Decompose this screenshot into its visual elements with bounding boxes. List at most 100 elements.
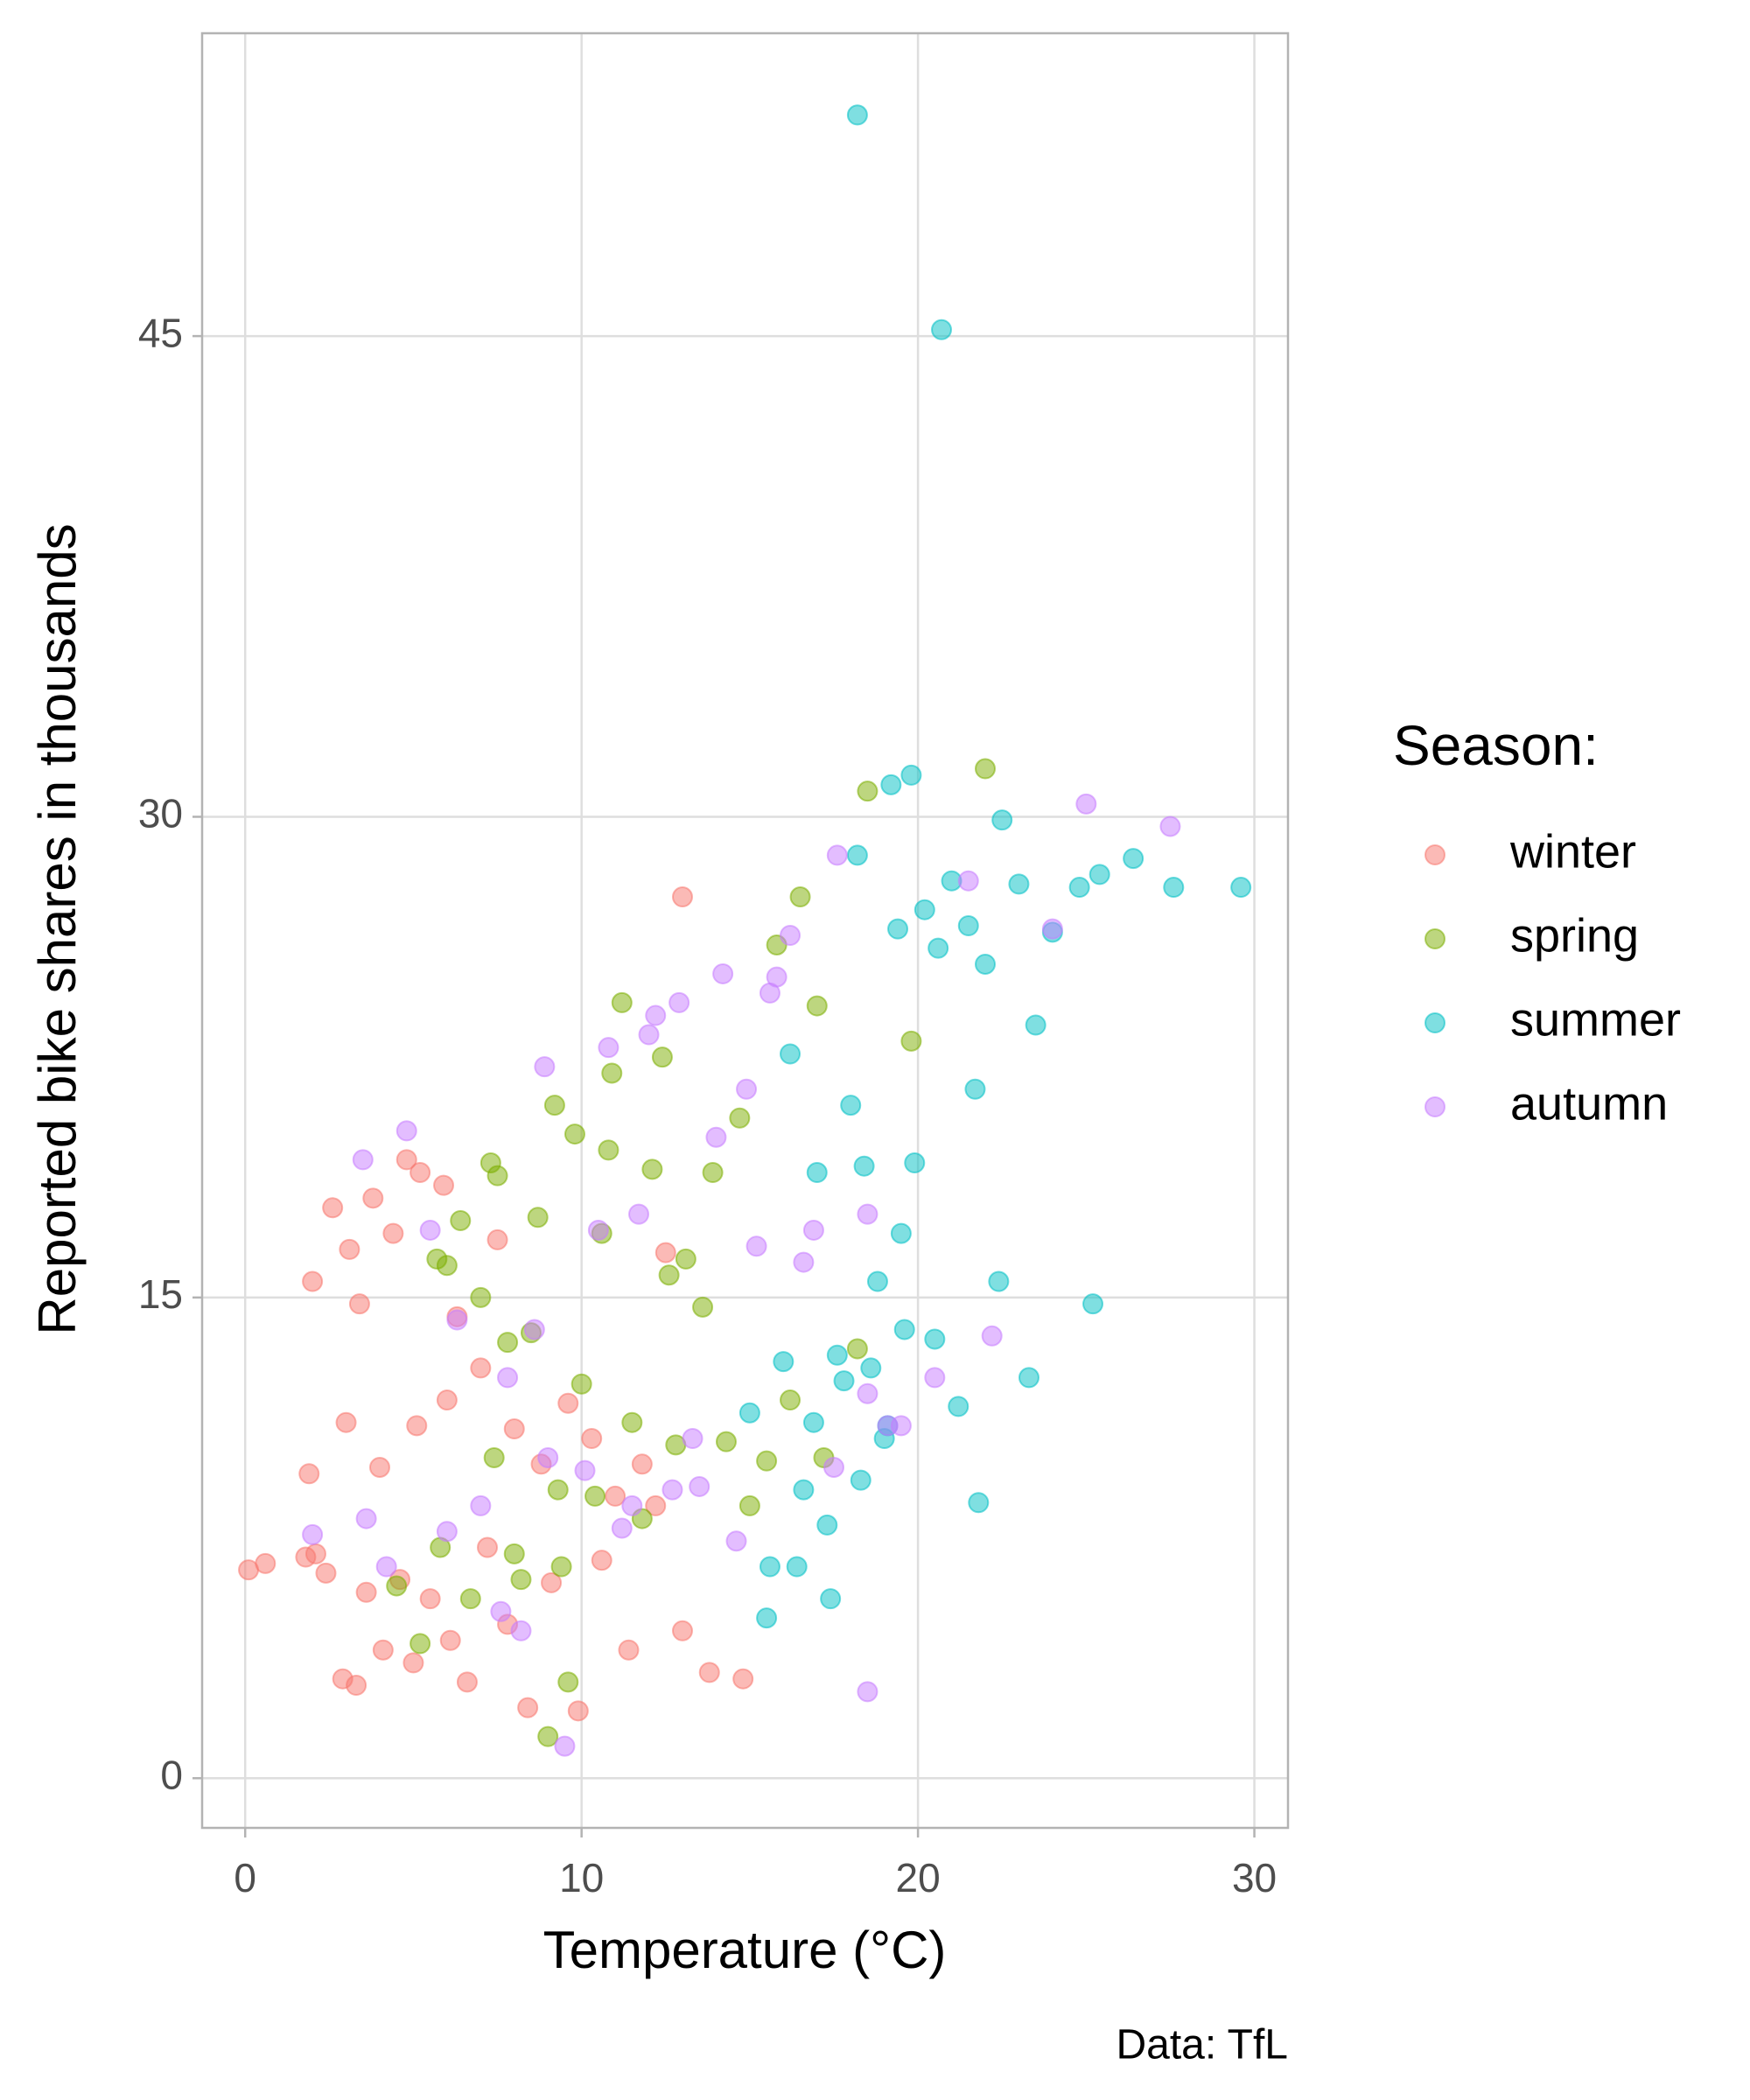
- scatter-point: [339, 1238, 360, 1260]
- scatter-point: [759, 1556, 780, 1578]
- scatter-point: [638, 1024, 660, 1046]
- scatter-point: [786, 1556, 808, 1578]
- scatter-point: [802, 1219, 824, 1241]
- grid-layer: [202, 33, 1288, 1828]
- scatter-point: [470, 1494, 492, 1516]
- scatter-point: [931, 318, 953, 340]
- caption: Data: TfL: [1116, 2022, 1288, 2068]
- x-tick-label: 10: [559, 1855, 604, 1900]
- scatter-point: [486, 1228, 508, 1250]
- scatter-point: [857, 1203, 878, 1225]
- scatter-point: [1075, 793, 1097, 815]
- scatter-point: [658, 1264, 680, 1286]
- scatter-point: [456, 1671, 478, 1693]
- panel-border: [200, 32, 1290, 1830]
- scatter-point: [789, 886, 811, 908]
- scatter-point: [682, 1428, 704, 1450]
- scatter-point: [974, 758, 996, 780]
- scatter-point: [780, 924, 802, 946]
- scatter-point: [510, 1569, 532, 1591]
- scatter-point: [587, 1219, 609, 1241]
- scatter-point: [477, 1536, 499, 1558]
- scatter-point: [510, 1620, 532, 1642]
- scatter-point: [654, 1242, 676, 1264]
- scatter-point: [756, 1607, 778, 1629]
- scatter-point: [570, 1373, 592, 1395]
- scatter-point: [988, 1270, 1010, 1292]
- scatter-point: [692, 1296, 714, 1318]
- legend: winter spring summer autumn: [1424, 825, 1681, 1130]
- scatter-point: [1008, 873, 1030, 895]
- scatter-point: [887, 918, 909, 940]
- scatter-point: [368, 1456, 390, 1478]
- scatter-point: [846, 104, 868, 126]
- scatter-point: [335, 1411, 357, 1433]
- scatter-point: [702, 1162, 724, 1184]
- scatter-point: [584, 1485, 606, 1507]
- scatter-point: [645, 1004, 667, 1026]
- scatter-point: [419, 1219, 441, 1241]
- scatter-point: [302, 1523, 324, 1545]
- x-axis-title: Temperature (°C): [543, 1921, 947, 1979]
- scatter-point: [671, 886, 693, 908]
- scatter-point: [503, 1543, 525, 1564]
- scatter-point: [948, 1396, 970, 1418]
- scatter-point: [675, 1248, 696, 1270]
- scatter-point: [826, 1344, 848, 1366]
- scatter-point: [621, 1494, 643, 1516]
- scatter-point: [773, 1351, 794, 1373]
- scatter-point: [433, 1174, 455, 1196]
- scatter-point: [793, 1251, 815, 1273]
- scatter-point: [756, 1450, 778, 1472]
- scatter-point: [480, 1152, 501, 1174]
- scatter-point: [900, 1030, 922, 1052]
- scatter-point: [914, 899, 935, 920]
- scatter-point: [557, 1392, 579, 1414]
- scatter-point: [820, 1588, 842, 1610]
- scatter-point: [402, 1652, 424, 1674]
- scatter-point: [1068, 877, 1090, 899]
- scatter-point: [712, 962, 734, 984]
- scatter-point: [396, 1149, 417, 1171]
- scatter-point: [866, 1270, 888, 1292]
- scatter-point: [1018, 1367, 1040, 1389]
- scatter-point: [497, 1367, 519, 1389]
- scatter-point: [611, 991, 633, 1013]
- y-tick-label: 15: [138, 1271, 183, 1317]
- scatter-point: [725, 1530, 747, 1552]
- scatter-point: [567, 1700, 589, 1722]
- scatter-point: [554, 1735, 576, 1757]
- scatter-point: [419, 1588, 441, 1610]
- scatter-point: [406, 1415, 428, 1437]
- scatter-point: [302, 1270, 324, 1292]
- scatter-point: [1163, 877, 1185, 899]
- scatter-point: [483, 1446, 505, 1468]
- scatter-point: [621, 1411, 643, 1433]
- scatter-point: [846, 1338, 868, 1360]
- scatter-point: [547, 1479, 569, 1501]
- legend-title: Season:: [1393, 714, 1599, 777]
- scatter-point: [846, 844, 868, 866]
- scatter-point: [991, 809, 1013, 831]
- scatter-point: [517, 1697, 539, 1718]
- scatter-point: [860, 1357, 882, 1379]
- scatter-point: [382, 1222, 404, 1244]
- scatter-point: [497, 1332, 519, 1354]
- scatter-point: [645, 1494, 667, 1516]
- scatter-point: [766, 966, 788, 988]
- scatter-point: [396, 1120, 417, 1142]
- scatter-point: [372, 1639, 394, 1661]
- x-tick-label: 0: [234, 1855, 256, 1900]
- scatter-point: [304, 1543, 326, 1564]
- scatter-point: [826, 844, 848, 866]
- legend-key: [1424, 928, 1446, 949]
- scatter-point: [780, 1390, 802, 1411]
- scatter-point: [877, 1415, 899, 1437]
- scatter-point: [410, 1162, 431, 1184]
- scatter-point: [893, 1319, 915, 1340]
- scatter-point: [591, 1550, 612, 1572]
- scatter-point: [736, 1078, 758, 1100]
- scatter-point: [470, 1357, 492, 1379]
- scatter-point: [564, 1124, 585, 1145]
